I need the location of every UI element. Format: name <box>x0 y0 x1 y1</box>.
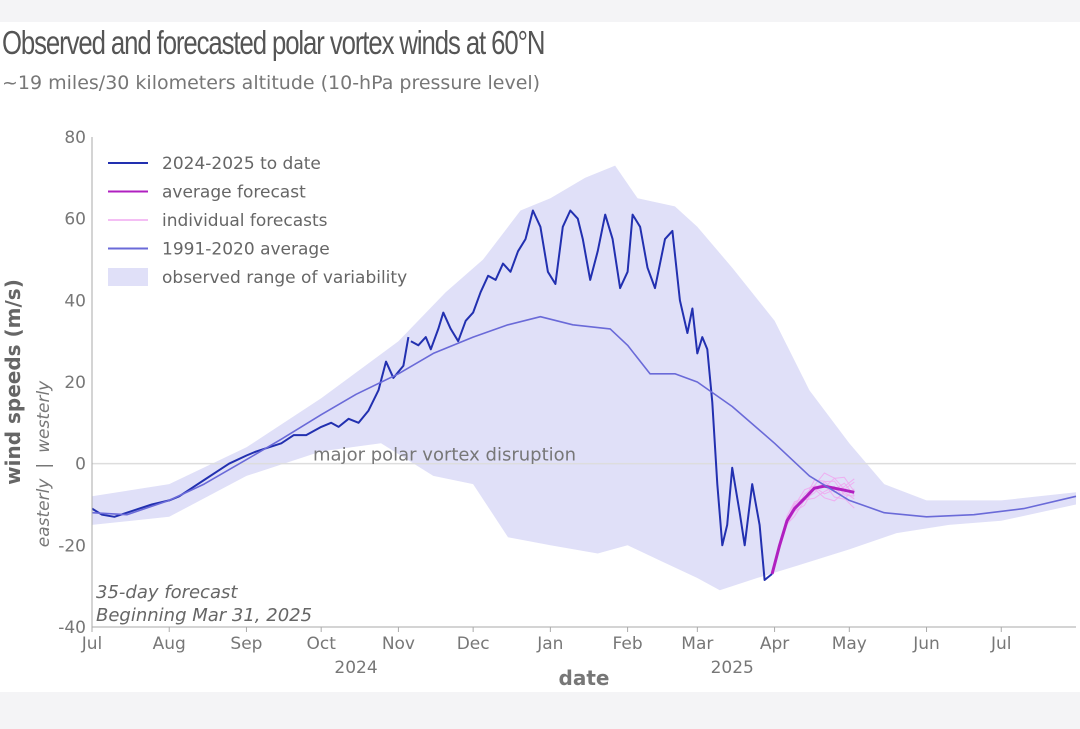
x-tick-label: Aug <box>153 634 186 654</box>
lines-layer <box>91 209 1077 581</box>
y-tick-label: 60 <box>64 210 86 230</box>
legend: 2024-2025 to date average forecast individ… <box>108 154 407 288</box>
westerly-label: westerly <box>34 380 54 453</box>
legend-label: observed range of variability <box>162 268 407 288</box>
legend-label: 2024-2025 to date <box>162 154 321 174</box>
y-tick-label: -40 <box>58 618 86 638</box>
average-forecast-line <box>770 484 855 575</box>
axis-layer: -40 -20 0 20 40 60 80 Jul Aug Sep Oct Nov Dec Jan Feb M… <box>1 128 1076 690</box>
x-tick-label: Jul <box>990 634 1012 654</box>
legend-label: 1991-2020 average <box>162 240 330 260</box>
y-tick-label: 0 <box>75 455 86 475</box>
legend-label: average forecast <box>162 183 306 203</box>
x-tick-label: Feb <box>613 634 643 654</box>
top-band <box>0 0 1080 22</box>
annotations: major polar vortex disruption 35-day fore… <box>96 445 576 626</box>
x-tick-label: Oct <box>306 634 336 654</box>
observed-line <box>410 209 773 581</box>
range-layer <box>92 165 1076 591</box>
x-tick-label: Jun <box>912 634 940 654</box>
y-tick-label: 80 <box>64 128 86 148</box>
sublabel-separator: | <box>34 463 54 469</box>
x-tick-label: May <box>832 634 867 654</box>
climatology-line <box>91 315 1077 518</box>
x-tick-label: Dec <box>457 634 490 654</box>
chart-title: Observed and forecasted polar vortex win… <box>2 24 545 61</box>
y-tick-label: 40 <box>64 291 86 311</box>
x-axis-label: date <box>559 666 610 690</box>
chart-subtitle: ~19 miles/30 kilometers altitude (10-hPa… <box>2 72 541 94</box>
range-band <box>92 165 1076 591</box>
y-axis-label: wind speeds (m/s) <box>1 279 25 485</box>
x-tick-label: Jul <box>81 634 103 654</box>
year-label: 2024 <box>334 658 377 678</box>
x-tick-label: Apr <box>760 634 789 654</box>
x-tick-label: Mar <box>681 634 713 654</box>
zero-line-label: major polar vortex disruption <box>313 445 576 466</box>
bottom-band <box>0 692 1080 729</box>
y-tick-label: 20 <box>64 373 86 393</box>
forecast-note-line2: Beginning Mar 31, 2025 <box>96 605 312 626</box>
x-tick-label: Sep <box>230 634 262 654</box>
legend-label: individual forecasts <box>162 211 328 231</box>
x-tick-label: Nov <box>382 634 415 654</box>
forecast-note-line1: 35-day forecast <box>96 582 238 603</box>
x-tick-label: Jan <box>536 634 563 654</box>
easterly-label: easterly <box>34 478 54 548</box>
y-tick-label: -20 <box>58 536 86 556</box>
y-axis-sublabel: easterly | westerly <box>34 380 54 547</box>
year-label: 2025 <box>711 658 754 678</box>
legend-swatch-range <box>108 268 148 286</box>
